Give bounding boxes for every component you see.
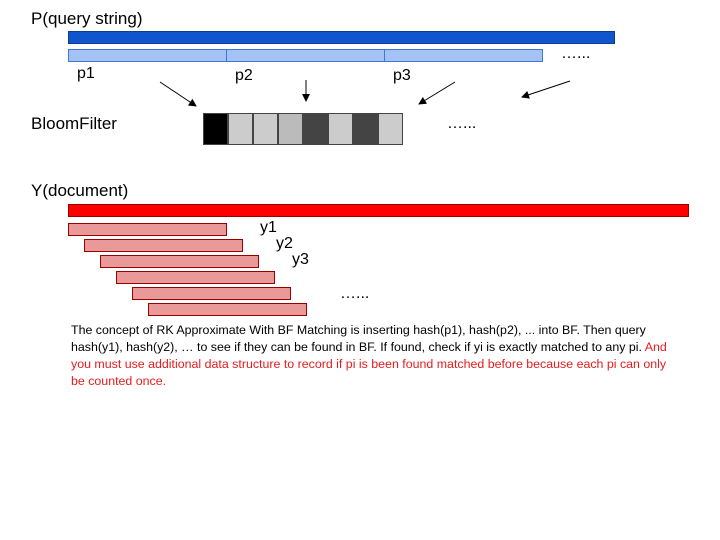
bloom-filter-cell — [253, 113, 278, 145]
description-highlight-text: And you must use additional data structu… — [71, 340, 667, 388]
hash-arrows — [159, 80, 571, 107]
description-normal-text: The concept of RK Approximate With BF Ma… — [71, 323, 646, 354]
y3-label: y3 — [292, 251, 309, 268]
p2-label: p2 — [235, 67, 253, 84]
y1-label: y1 — [260, 219, 277, 236]
p3-hash-arrow — [418, 81, 456, 105]
p3-label: p3 — [393, 67, 411, 84]
bloom-filter-cell — [303, 113, 328, 145]
y-window-2 — [84, 239, 243, 252]
y-window-6 — [148, 303, 307, 316]
y2-label: y2 — [276, 235, 293, 252]
bloom-filter-cell — [378, 113, 403, 145]
y-window-4 — [116, 271, 275, 284]
y-window-5 — [132, 287, 291, 300]
bloom-filter-cell — [328, 113, 353, 145]
y-document-label: Y(document) — [31, 181, 129, 200]
p-query-string-label: P(query string) — [31, 9, 143, 28]
bloom-filter — [203, 113, 406, 145]
bloom-filter-cell — [278, 113, 303, 145]
query-string-bar — [68, 31, 615, 44]
bloom-filter-cell — [203, 113, 228, 145]
bloom-filter-label: BloomFilter — [31, 114, 117, 133]
document-bar — [68, 204, 689, 217]
more-hash-arrow — [521, 80, 571, 99]
description-text: The concept of RK Approximate With BF Ma… — [71, 322, 671, 390]
y-ellipsis: …... — [340, 285, 370, 302]
bloom-filter-cell — [228, 113, 253, 145]
p1-label: p1 — [77, 65, 95, 82]
bloom-filter-cell — [353, 113, 378, 145]
y-window-1 — [68, 223, 227, 236]
p-ellipsis: …... — [561, 45, 591, 62]
p-segment-3 — [384, 49, 543, 62]
p1-hash-arrow — [159, 81, 197, 107]
y-window-3 — [100, 255, 259, 268]
bloom-filter-ellipsis: …... — [447, 115, 477, 132]
